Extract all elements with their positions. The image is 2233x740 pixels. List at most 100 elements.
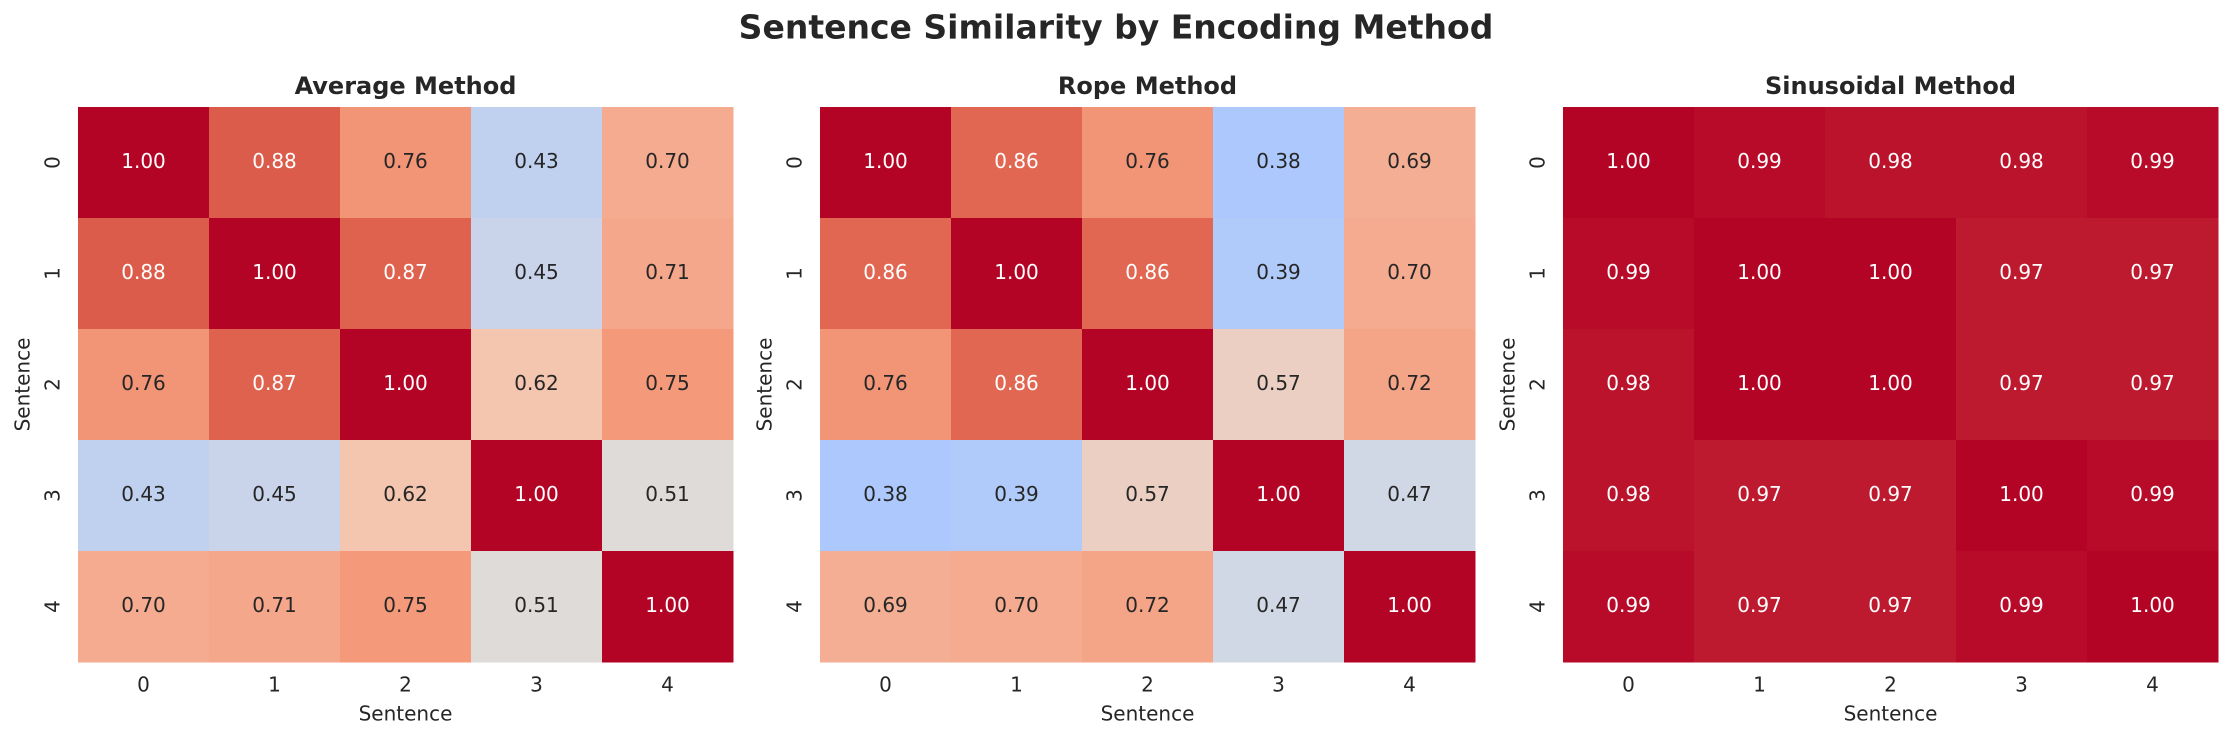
heatmap-cell: [1956, 329, 2088, 441]
y-tick-label: 1: [783, 267, 807, 280]
heatmap-cell: [820, 218, 952, 330]
cell-label: 0.71: [252, 593, 297, 617]
y-tick-label: 1: [41, 267, 65, 280]
cell-label: 0.99: [2130, 482, 2175, 506]
cell-label: 1.00: [863, 149, 908, 173]
x-axis-label: Sentence: [359, 702, 453, 726]
y-axis-label: Sentence: [1496, 338, 1520, 432]
heatmap-cell: [820, 440, 952, 552]
heatmap-cell: [951, 440, 1083, 552]
heatmap-cell: [1825, 440, 1957, 552]
heatmap-cell: [1694, 551, 1826, 663]
x-tick-label: 1: [268, 673, 281, 697]
cell-label: 1.00: [994, 260, 1039, 284]
cell-label: 0.62: [383, 482, 428, 506]
y-tick-label: 0: [1526, 156, 1550, 169]
heatmap-cell: [1344, 107, 1476, 219]
cell-label: 0.57: [1256, 371, 1301, 395]
heatmap-cell: [209, 218, 341, 330]
cell-label: 0.69: [863, 593, 908, 617]
heatmap-cell: [2087, 107, 2219, 219]
heatmap-cell: [1563, 440, 1695, 552]
cell-label: 0.99: [1606, 260, 1651, 284]
x-tick-label: 3: [530, 673, 543, 697]
x-tick-label: 4: [1403, 673, 1416, 697]
heatmap-cell: [2087, 440, 2219, 552]
heatmap-cell: [78, 551, 210, 663]
heatmap-cell: [1956, 218, 2088, 330]
cell-label: 0.99: [1606, 593, 1651, 617]
cell-label: 1.00: [514, 482, 559, 506]
cell-label: 0.99: [1999, 593, 2044, 617]
heatmap-cell: [1563, 218, 1695, 330]
heatmap-cell: [1563, 551, 1695, 663]
cell-label: 0.51: [645, 482, 690, 506]
cell-label: 1.00: [645, 593, 690, 617]
cell-label: 1.00: [1737, 260, 1782, 284]
cell-label: 0.43: [514, 149, 559, 173]
heatmap-cell: [1082, 329, 1214, 441]
y-tick-label: 2: [41, 378, 65, 391]
x-tick-label: 4: [2146, 673, 2159, 697]
cell-label: 0.70: [645, 149, 690, 173]
cell-label: 1.00: [1999, 482, 2044, 506]
heatmap-cell: [1825, 107, 1957, 219]
cell-label: 0.88: [252, 149, 297, 173]
cell-label: 0.97: [2130, 371, 2175, 395]
heatmap-cell: [1082, 440, 1214, 552]
heatmap-cell: [471, 218, 603, 330]
cell-label: 1.00: [1606, 149, 1651, 173]
cell-label: 1.00: [1387, 593, 1432, 617]
heatmap-cell: [340, 329, 472, 441]
heatmap-cell: [1213, 551, 1345, 663]
cell-label: 0.76: [383, 149, 428, 173]
cell-label: 0.70: [121, 593, 166, 617]
heatmap-cell: [340, 440, 472, 552]
cell-label: 0.86: [994, 371, 1039, 395]
heatmap-cell: [1694, 329, 1826, 441]
heatmap-cell: [209, 107, 341, 219]
heatmap-cell: [1344, 218, 1476, 330]
heatmap-cell: [209, 440, 341, 552]
y-tick-label: 4: [41, 600, 65, 613]
cell-label: 0.86: [1125, 260, 1170, 284]
cell-label: 0.97: [2130, 260, 2175, 284]
cell-label: 1.00: [252, 260, 297, 284]
cell-label: 0.72: [1387, 371, 1432, 395]
cell-label: 0.75: [383, 593, 428, 617]
heatmap-cell: [1213, 107, 1345, 219]
y-tick-label: 3: [783, 489, 807, 502]
heatmap-cell: [78, 329, 210, 441]
y-tick-label: 3: [41, 489, 65, 502]
x-tick-label: 0: [137, 673, 150, 697]
x-tick-label: 1: [1753, 673, 1766, 697]
heatmap-cell: [471, 329, 603, 441]
cell-label: 0.71: [645, 260, 690, 284]
x-tick-label: 2: [1141, 673, 1154, 697]
cell-label: 0.62: [514, 371, 559, 395]
cell-label: 0.97: [1868, 482, 1913, 506]
cell-label: 0.86: [863, 260, 908, 284]
panel-title: Sinusoidal Method: [1765, 72, 2016, 100]
heatmap-cell: [209, 551, 341, 663]
figure-title: Sentence Similarity by Encoding Method: [739, 8, 1494, 47]
heatmap-cell: [471, 551, 603, 663]
y-axis-label: Sentence: [753, 338, 777, 432]
cell-label: 0.70: [1387, 260, 1432, 284]
heatmap-cell: [1956, 440, 2088, 552]
cell-label: 0.97: [1999, 371, 2044, 395]
heatmap-cell: [1213, 440, 1345, 552]
heatmap-cell: [78, 107, 210, 219]
cell-label: 0.45: [252, 482, 297, 506]
heatmap-cell: [1825, 218, 1957, 330]
cell-label: 0.39: [994, 482, 1039, 506]
heatmap-cell: [1825, 329, 1957, 441]
heatmap-cell: [1082, 218, 1214, 330]
heatmap-cell: [951, 218, 1083, 330]
heatmap-cell: [1694, 107, 1826, 219]
cell-label: 1.00: [121, 149, 166, 173]
cell-label: 1.00: [1868, 371, 1913, 395]
x-tick-label: 0: [879, 673, 892, 697]
cell-label: 1.00: [1125, 371, 1170, 395]
panel-title: Average Method: [295, 72, 517, 100]
